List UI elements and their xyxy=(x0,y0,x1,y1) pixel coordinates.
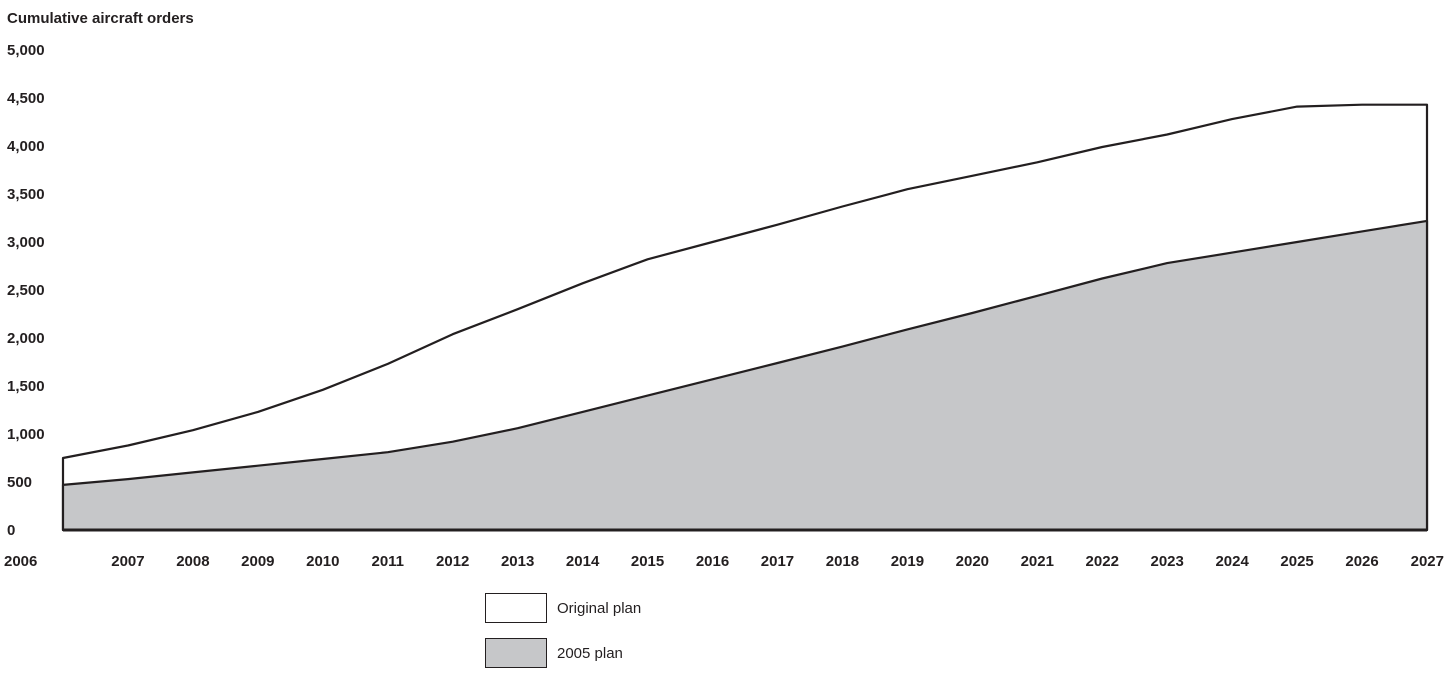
x-tick-label: 2024 xyxy=(1215,553,1249,570)
area-chart: 0 500 1,000 1,500 2,000 2,500 3,000 3,500 4,000 4… xyxy=(4,42,1444,570)
y-tick-label: 3,500 xyxy=(7,186,45,203)
legend-item-original-plan: Original plan xyxy=(485,592,641,624)
chart-areas xyxy=(61,103,1429,532)
y-tick-label: 4,000 xyxy=(7,138,45,155)
x-tick-label: 2027 xyxy=(1411,553,1444,570)
y-tick-label: 2,500 xyxy=(7,282,45,299)
x-tick-label: 2021 xyxy=(1021,553,1054,570)
x-tick-label: 2009 xyxy=(241,553,274,570)
y-axis-label: Cumulative aircraft orders xyxy=(7,10,194,27)
x-tick-label: 2015 xyxy=(631,553,664,570)
x-tick-label: 2012 xyxy=(436,553,469,570)
x-tick-label: 2007 xyxy=(111,553,144,570)
legend-label-original-plan: Original plan xyxy=(557,599,642,617)
x-tick-label: 2016 xyxy=(696,553,729,570)
x-tick-label: 2020 xyxy=(956,553,989,570)
x-tick-label: 2006 xyxy=(4,553,37,570)
legend-swatch-2005-plan xyxy=(485,638,547,668)
legend-item-2005-plan: 2005 plan xyxy=(485,637,641,669)
y-tick-label: 2,000 xyxy=(7,330,45,347)
y-tick-label: 0 xyxy=(7,522,15,539)
legend-swatch-original-plan xyxy=(485,593,547,623)
x-tick-label: 2010 xyxy=(306,553,339,570)
x-tick-label: 2022 xyxy=(1086,553,1119,570)
legend-label-2005-plan: 2005 plan xyxy=(557,644,623,662)
x-axis-ticks: 2006 2007 2008 2009 2010 2011 2012 2013 2014 2015… xyxy=(4,553,1444,570)
x-tick-label: 2019 xyxy=(891,553,924,570)
legend: Original plan 2005 plan xyxy=(485,592,641,682)
y-tick-label: 3,000 xyxy=(7,234,45,251)
y-tick-label: 5,000 xyxy=(7,42,45,59)
x-tick-label: 2014 xyxy=(566,553,600,570)
x-tick-label: 2023 xyxy=(1151,553,1184,570)
y-tick-label: 1,500 xyxy=(7,378,45,395)
x-tick-label: 2008 xyxy=(176,553,209,570)
y-tick-label: 1,000 xyxy=(7,426,45,443)
x-tick-label: 2013 xyxy=(501,553,534,570)
x-tick-label: 2017 xyxy=(761,553,794,570)
x-tick-label: 2026 xyxy=(1345,553,1378,570)
y-axis-ticks: 0 500 1,000 1,500 2,000 2,500 3,000 3,500 4,000 4… xyxy=(7,42,45,539)
series-area-2005-plan xyxy=(61,219,1429,532)
y-tick-label: 4,500 xyxy=(7,90,45,107)
y-tick-label: 500 xyxy=(7,474,32,491)
x-tick-label: 2018 xyxy=(826,553,859,570)
x-tick-label: 2011 xyxy=(371,553,404,570)
x-tick-label: 2025 xyxy=(1280,553,1313,570)
